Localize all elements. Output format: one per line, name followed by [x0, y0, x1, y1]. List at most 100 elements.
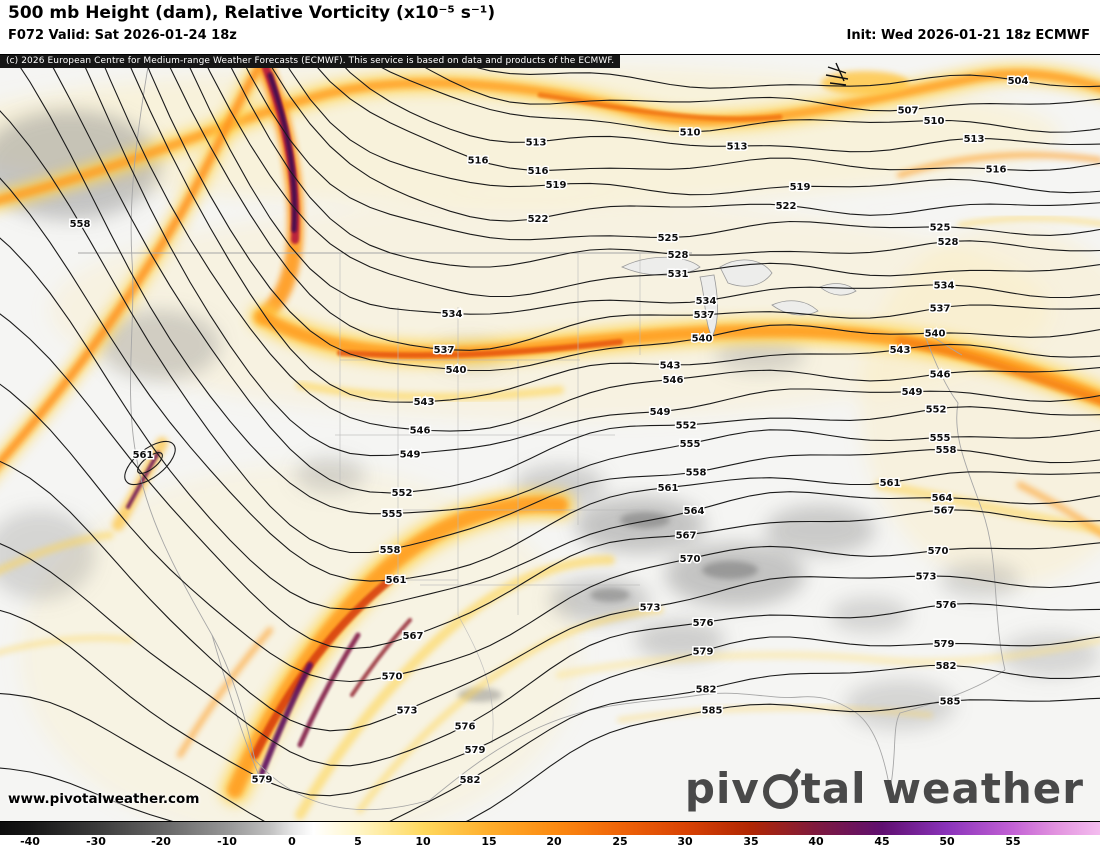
closed-low-contours	[124, 440, 176, 486]
height-contour-525	[239, 55, 1100, 241]
colorbar-tick-label: 10	[415, 835, 431, 848]
contour-label: 564	[932, 493, 953, 504]
height-contour-522	[264, 55, 1100, 222]
contour-label: 567	[676, 530, 697, 541]
colorbar-tick-label: 50	[939, 835, 955, 848]
contour-label: 504	[1008, 76, 1029, 87]
colorbar-gradient	[0, 822, 1100, 835]
colorbar-tick-label: -10	[217, 835, 237, 848]
model-init-time: Init: Wed 2026-01-21 18z ECMWF	[846, 28, 1090, 43]
contour-label: 537	[694, 310, 715, 321]
logo-text-right: tal weather	[800, 764, 1084, 813]
contour-label: 582	[696, 685, 717, 696]
colorbar-tick-label: 20	[546, 835, 562, 848]
contour-label: 507	[898, 105, 919, 116]
contour-label: 585	[940, 697, 961, 708]
atlantic-coastline	[923, 332, 1006, 671]
colorbar-labels: -40 -30 -20 -10 0 5 10 15 20 25 30 35 40 45 50 55	[0, 835, 1100, 850]
colorbar-tick-label: -30	[86, 835, 106, 848]
colorbar-tick-label: -20	[151, 835, 171, 848]
height-contour-555	[11, 55, 1100, 515]
height-contour-519	[280, 55, 1100, 196]
height-contour-510	[360, 55, 1100, 133]
contour-label: 570	[382, 672, 403, 683]
contour-label: 519	[546, 180, 567, 191]
height-contour-516	[306, 55, 1100, 172]
positive-vorticity-bands	[0, 55, 1100, 820]
contour-label: 525	[930, 222, 951, 233]
contour-label: 543	[414, 397, 435, 408]
great-lakes	[621, 256, 857, 338]
height-contour-570	[0, 383, 1100, 683]
colorbar-tick-label: 0	[288, 835, 296, 848]
contour-label: 543	[890, 345, 911, 356]
contour-label: 561	[386, 575, 407, 586]
contour-label: 540	[446, 365, 467, 376]
height-contour-546	[99, 55, 1100, 432]
closed-low-label: 561	[133, 450, 154, 461]
contour-label: 534	[696, 296, 717, 307]
contour-label: 510	[680, 127, 701, 138]
contour-label: 579	[693, 647, 714, 658]
gauge-icon	[762, 774, 798, 809]
height-contour-567	[0, 313, 1100, 650]
height-contour-543	[124, 55, 1100, 403]
contour-label: 516	[468, 156, 489, 167]
contour-label: 576	[936, 600, 957, 611]
height-contour-537	[163, 55, 1100, 351]
height-contours	[0, 55, 1100, 821]
contour-label: 579	[252, 774, 273, 785]
height-contour-564	[0, 237, 1100, 610]
pacific-coastline	[130, 55, 256, 761]
copyright-strip: (c) 2026 European Centre for Medium-rang…	[0, 55, 621, 68]
colorbar-tick-label: 5	[354, 835, 362, 848]
contour-label: 582	[936, 661, 957, 672]
height-contour-561	[0, 177, 1100, 582]
height-contour-507	[402, 55, 1100, 112]
contour-label: 513	[727, 142, 748, 153]
header: 500 mb Height (dam), Relative Vorticity …	[0, 0, 1100, 54]
contour-label: 552	[676, 420, 697, 431]
contour-label: 549	[650, 407, 671, 418]
contour-label: 552	[392, 488, 413, 499]
contour-label: 516	[528, 166, 549, 177]
colorbar-tick-label: 40	[808, 835, 824, 848]
contour-label: 522	[776, 201, 797, 212]
contour-label: 585	[702, 705, 723, 716]
height-contour-540	[142, 55, 1100, 372]
contour-label: 546	[410, 425, 431, 436]
contour-label: 546	[663, 375, 684, 386]
contour-label: 546	[930, 369, 951, 380]
height-contour-576	[0, 542, 1100, 767]
negative-vorticity-cores	[458, 512, 758, 702]
contour-label: 552	[926, 404, 947, 415]
colorbar-tick-label: 45	[874, 835, 890, 848]
map-graphics: 504 507 510 510 513 513 513 516 516 516 519 519 522 5…	[0, 55, 1100, 821]
height-contour-582	[0, 664, 1100, 821]
contour-label: 534	[934, 280, 955, 291]
colorbar-tick-label: 25	[612, 835, 628, 848]
contour-label: 558	[936, 445, 957, 456]
height-contour-549	[79, 55, 1100, 457]
height-contour-531	[201, 55, 1100, 298]
height-contour-552	[45, 55, 1100, 494]
pivotal-weather-logo: piv tal weather	[685, 764, 1084, 813]
contour-label: 537	[930, 303, 951, 314]
logo-text-left: piv	[684, 764, 760, 813]
watermark-url: www.pivotalweather.com	[8, 791, 200, 807]
contour-label: 561	[880, 478, 901, 489]
height-contour-585	[0, 697, 1100, 821]
contour-label: 555	[680, 439, 701, 450]
contour-label: 576	[455, 721, 476, 732]
contour-label: 567	[934, 506, 955, 517]
height-contour-534	[183, 55, 1100, 315]
contour-label: 510	[924, 116, 945, 127]
contour-label: 561	[658, 483, 679, 494]
contour-label: 522	[528, 214, 549, 225]
geography-borders	[78, 55, 1006, 811]
contour-label: 567	[403, 631, 424, 642]
contour-label: 579	[465, 745, 486, 756]
colorbar-tick-label: 15	[481, 835, 497, 848]
mexico-coastline	[211, 634, 431, 811]
contour-label: 531	[668, 269, 689, 280]
